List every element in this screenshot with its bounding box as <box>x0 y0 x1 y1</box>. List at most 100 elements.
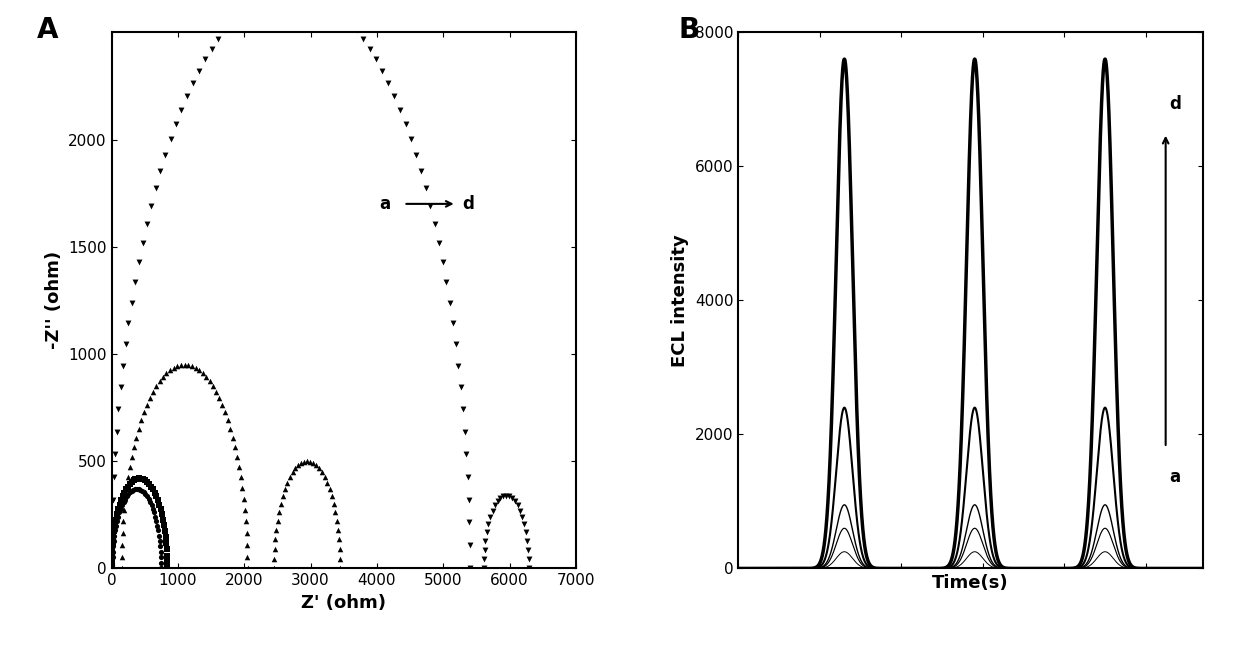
Point <box>202 44 222 54</box>
Point <box>103 544 123 554</box>
Point <box>304 458 324 468</box>
Point <box>110 499 130 510</box>
Point <box>136 219 156 229</box>
Point <box>353 34 373 45</box>
Point <box>518 554 538 564</box>
Point <box>237 528 257 538</box>
Point <box>455 426 475 437</box>
Point <box>208 34 228 45</box>
Point <box>117 483 136 493</box>
Point <box>200 376 219 386</box>
Point <box>315 472 335 483</box>
Point <box>449 360 469 371</box>
Point <box>480 512 500 522</box>
Point <box>270 499 290 509</box>
Point <box>143 484 162 495</box>
Point <box>124 484 144 495</box>
Point <box>460 540 480 550</box>
Point <box>223 432 243 443</box>
Point <box>510 505 529 516</box>
Point <box>122 297 141 307</box>
Point <box>516 527 536 537</box>
Point <box>378 78 398 89</box>
Point <box>114 505 134 516</box>
Point <box>149 525 169 536</box>
Point <box>122 477 141 487</box>
Point <box>120 487 140 497</box>
Point <box>322 491 342 501</box>
Point <box>153 515 172 525</box>
Point <box>340 17 360 27</box>
Point <box>171 105 191 115</box>
Point <box>278 478 298 488</box>
Y-axis label: -Z'' (ohm): -Z'' (ohm) <box>45 251 63 349</box>
Point <box>326 507 346 517</box>
Point <box>151 552 171 563</box>
Point <box>505 496 525 506</box>
Point <box>110 503 130 514</box>
Point <box>136 400 156 410</box>
Point <box>156 544 176 554</box>
Point <box>320 484 340 494</box>
Point <box>227 452 247 462</box>
Point <box>222 17 242 27</box>
Point <box>103 547 123 557</box>
Point <box>215 25 234 36</box>
Point <box>112 495 131 506</box>
Point <box>115 339 135 349</box>
Point <box>103 532 123 542</box>
Point <box>320 0 340 8</box>
Point <box>494 491 513 501</box>
Point <box>103 538 123 548</box>
Point <box>396 119 415 129</box>
Point <box>236 3 255 14</box>
Point <box>309 463 329 474</box>
Point <box>135 475 155 486</box>
Point <box>104 472 124 482</box>
Point <box>156 532 176 542</box>
Point <box>190 365 210 375</box>
Y-axis label: ECL intensity: ECL intensity <box>671 234 689 367</box>
Point <box>330 543 350 554</box>
Point <box>177 91 197 101</box>
Point <box>415 183 435 194</box>
Point <box>502 493 522 503</box>
Point <box>161 134 181 144</box>
Point <box>105 525 125 536</box>
Point <box>233 483 253 493</box>
Point <box>312 0 332 4</box>
Point <box>151 547 171 557</box>
Point <box>105 520 125 530</box>
Point <box>145 512 165 522</box>
Point <box>149 499 169 510</box>
Text: B: B <box>678 16 699 44</box>
Point <box>280 472 300 483</box>
Point <box>515 519 534 529</box>
Point <box>228 10 248 20</box>
Point <box>104 536 124 546</box>
Point <box>126 432 146 443</box>
X-axis label: Time(s): Time(s) <box>932 574 1009 592</box>
Point <box>456 449 476 459</box>
Point <box>117 484 136 495</box>
Point <box>459 494 479 505</box>
Point <box>171 360 191 370</box>
Point <box>372 66 392 76</box>
Point <box>155 526 175 536</box>
Point <box>218 415 238 426</box>
Point <box>436 277 456 287</box>
Point <box>273 491 293 501</box>
Point <box>118 481 138 492</box>
Point <box>156 368 176 379</box>
Point <box>133 486 153 496</box>
Point <box>124 475 144 486</box>
Point <box>102 563 122 574</box>
Point <box>134 407 154 417</box>
Point <box>312 467 332 477</box>
Point <box>425 219 445 229</box>
Point <box>103 563 123 574</box>
Point <box>458 472 477 482</box>
Point <box>119 318 139 328</box>
Point <box>144 507 164 517</box>
Point <box>487 496 507 506</box>
